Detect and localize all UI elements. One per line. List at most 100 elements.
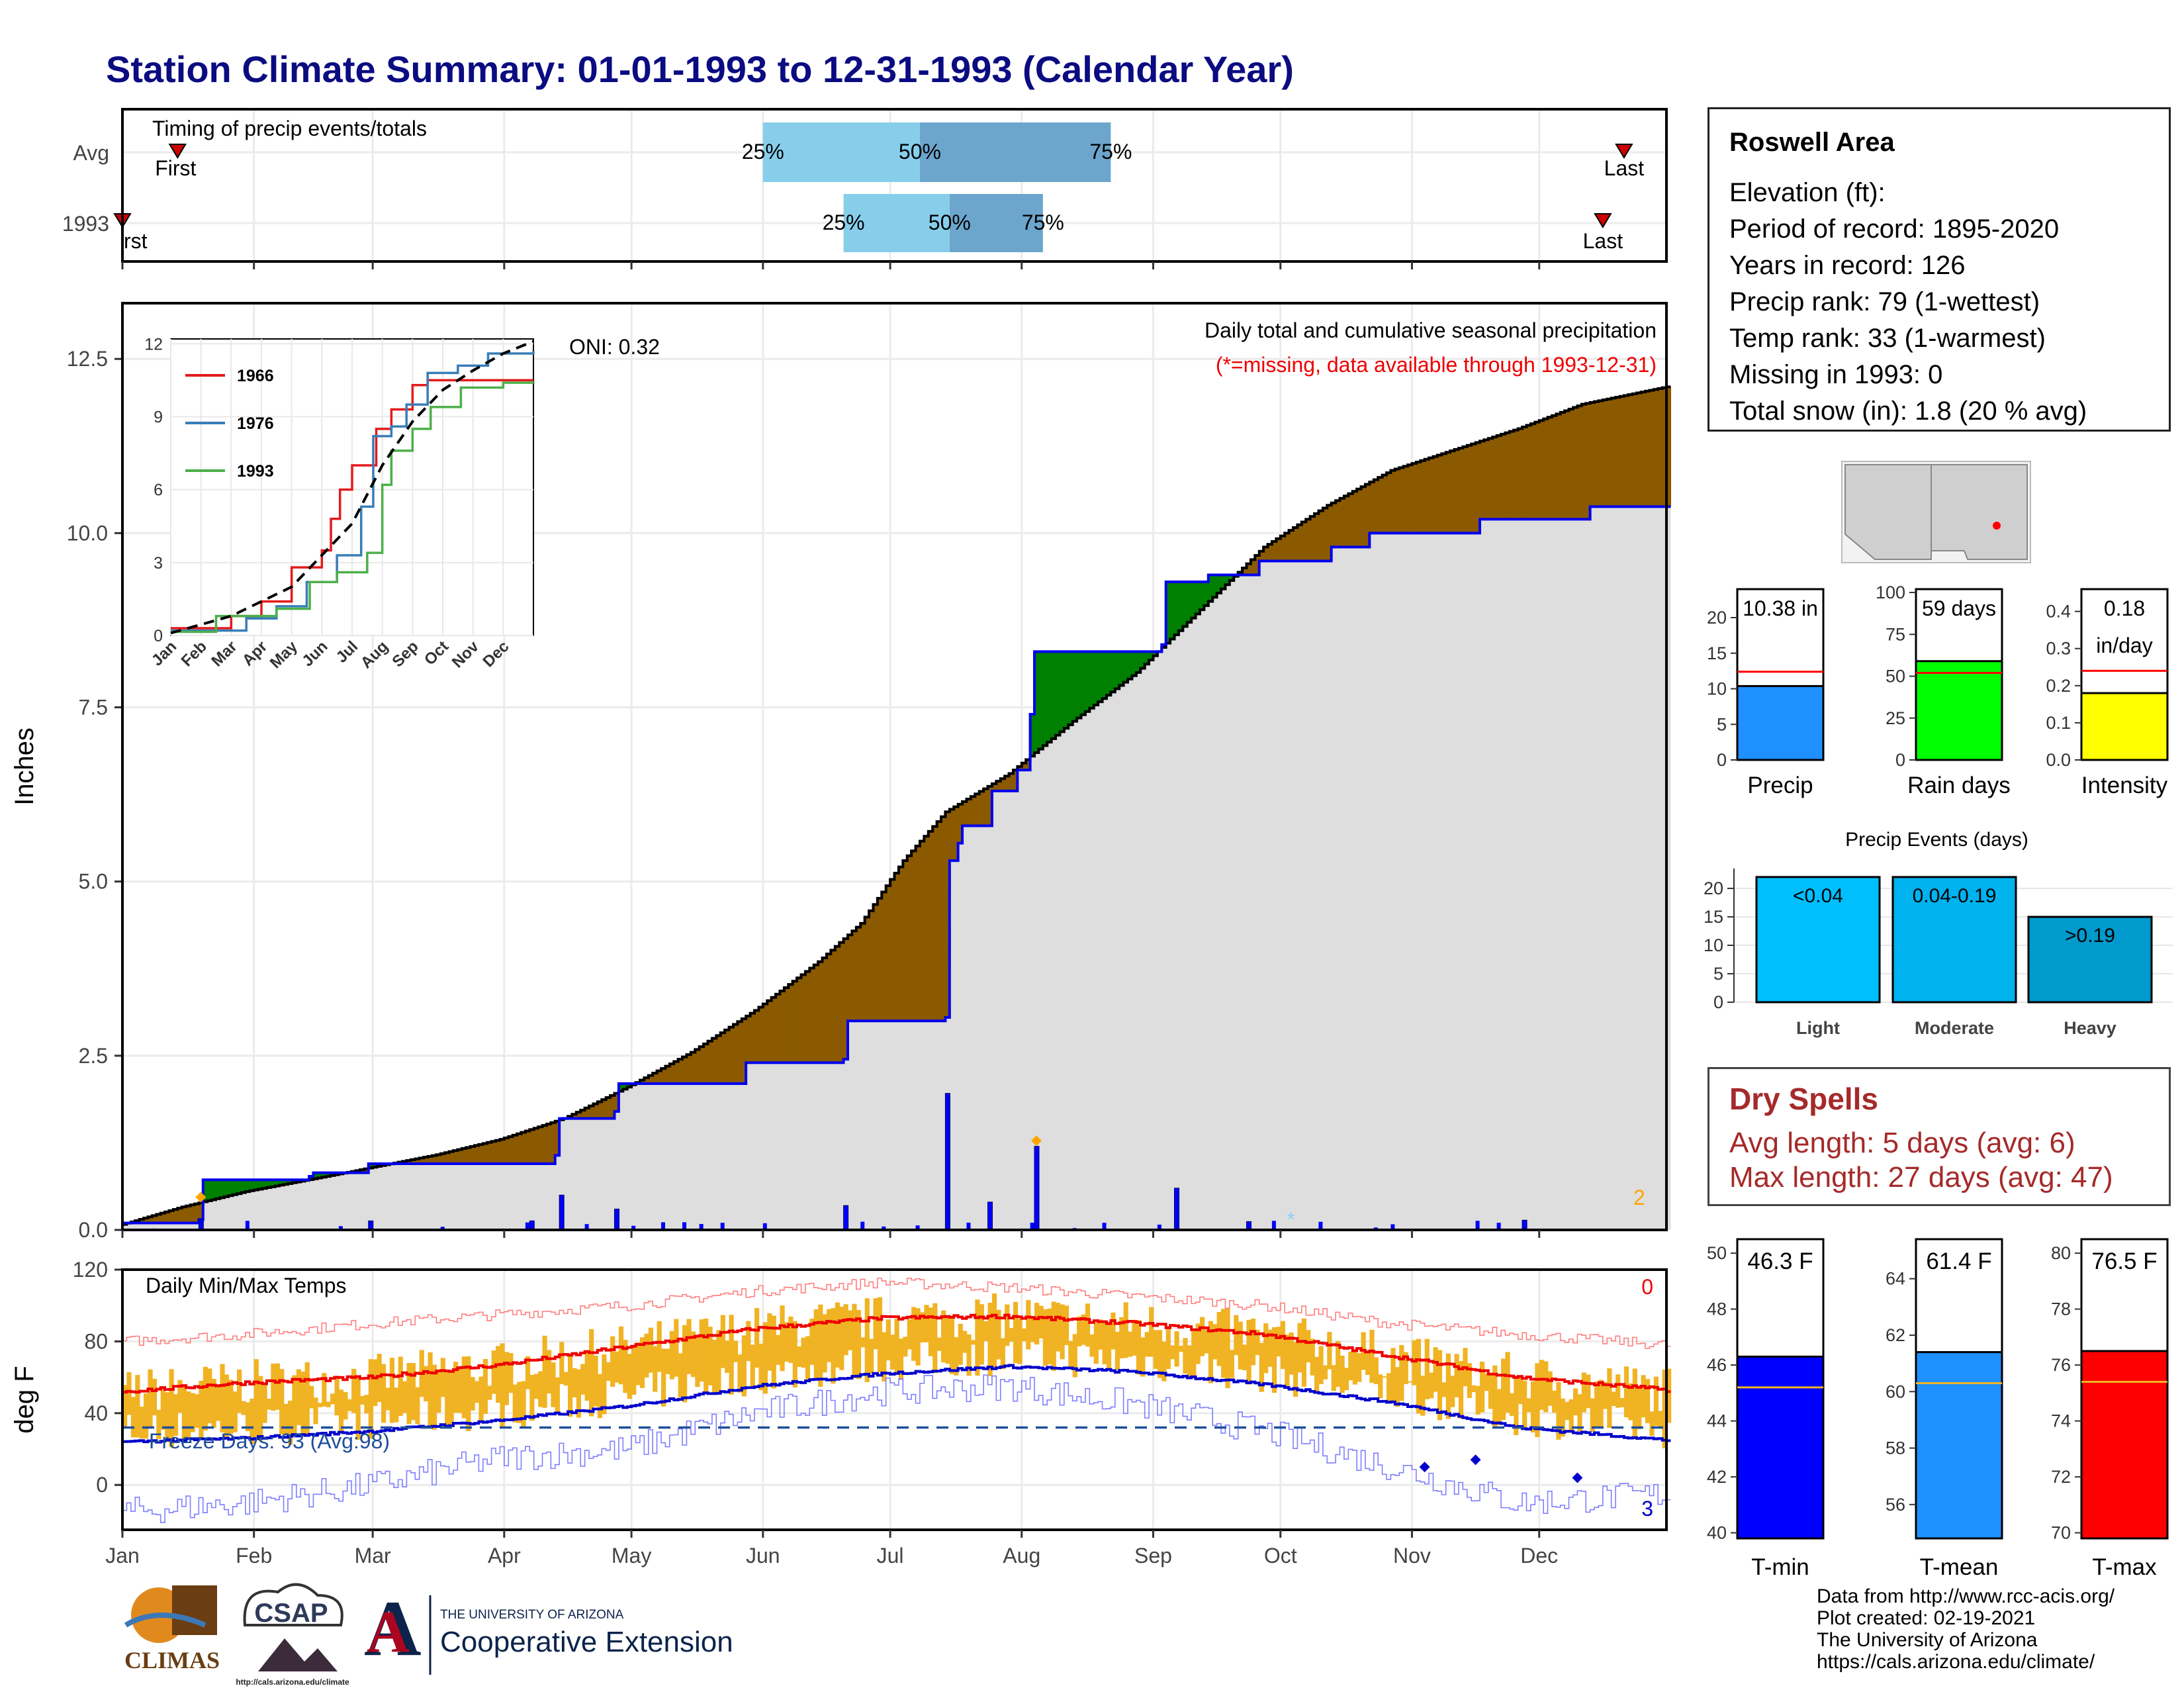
daily-temp-range bbox=[801, 1337, 806, 1368]
below-normal-fill bbox=[1488, 438, 1493, 520]
daily-temp-range bbox=[924, 1305, 929, 1342]
daily-temp-range bbox=[1641, 1375, 1646, 1418]
daily-temp-range bbox=[1038, 1305, 1044, 1338]
daily-precip-bar bbox=[944, 1093, 950, 1231]
timing-pct-label: 50% bbox=[929, 211, 971, 234]
below-normal-fill bbox=[1433, 456, 1438, 534]
below-normal-fill bbox=[1484, 440, 1489, 520]
daily-temp-range bbox=[767, 1313, 772, 1371]
below-normal-fill bbox=[674, 1061, 679, 1084]
below-normal-fill bbox=[1403, 466, 1408, 534]
event-bar-light bbox=[1755, 876, 1881, 1004]
mini-ytick-label: 0.4 bbox=[2046, 602, 2071, 622]
below-normal-fill bbox=[1336, 500, 1341, 547]
daily-temp-range bbox=[1594, 1382, 1600, 1427]
above-normal-fill bbox=[322, 1172, 327, 1178]
mini-ytick-label: 10 bbox=[1707, 679, 1727, 699]
mini-value-label: 0.18 bbox=[2104, 596, 2145, 620]
mini-ytick-label: 50 bbox=[1886, 667, 1905, 686]
daily-precip-bar bbox=[915, 1225, 920, 1230]
daily-precip-bar bbox=[682, 1222, 687, 1230]
below-normal-fill bbox=[1581, 404, 1586, 520]
below-normal-fill bbox=[610, 1095, 615, 1119]
event-category-label: Moderate bbox=[1915, 1018, 1994, 1038]
temp-bar-ytick-label: 70 bbox=[2051, 1523, 2071, 1543]
daily-temp-range bbox=[1216, 1312, 1222, 1366]
daily-temp-range bbox=[1093, 1323, 1099, 1364]
temp-ytick-label: 0 bbox=[96, 1473, 108, 1497]
daily-temp-range bbox=[1343, 1368, 1349, 1391]
below-normal-fill bbox=[491, 1141, 496, 1164]
daily-temp-range bbox=[813, 1309, 819, 1380]
below-normal-fill bbox=[660, 1068, 666, 1084]
daily-temp-range bbox=[894, 1319, 899, 1374]
above-normal-fill bbox=[1199, 582, 1205, 610]
above-normal-fill bbox=[228, 1180, 234, 1196]
event-bar-label: <0.04 bbox=[1793, 885, 1843, 907]
above-normal-fill bbox=[1115, 651, 1120, 689]
chart-title: Station Climate Summary: 01-01-1993 to 1… bbox=[106, 48, 1294, 90]
below-normal-fill bbox=[1577, 406, 1582, 520]
below-normal-fill bbox=[1369, 482, 1375, 534]
below-normal-fill bbox=[1340, 498, 1345, 547]
below-normal-fill bbox=[962, 801, 968, 826]
timing-bar-q1 bbox=[843, 194, 950, 252]
daily-temp-range bbox=[678, 1353, 683, 1398]
daily-temp-range bbox=[1569, 1399, 1574, 1432]
daily-temp-range bbox=[1314, 1356, 1320, 1391]
daily-temp-range bbox=[657, 1321, 662, 1372]
daily-temp-range bbox=[1408, 1381, 1413, 1383]
daily-temp-range bbox=[1488, 1374, 1494, 1409]
above-normal-fill bbox=[271, 1180, 276, 1187]
daily-temp-range bbox=[1208, 1321, 1214, 1383]
daily-temp-range bbox=[1106, 1321, 1112, 1370]
below-normal-fill bbox=[847, 935, 853, 1021]
precip-ylabel: Inches bbox=[10, 727, 39, 806]
daily-temp-range bbox=[1530, 1381, 1536, 1432]
daily-temp-range bbox=[1221, 1309, 1226, 1378]
below-normal-fill bbox=[1357, 489, 1362, 547]
below-normal-fill bbox=[1378, 477, 1383, 534]
below-normal-fill bbox=[826, 954, 831, 1063]
above-normal-fill bbox=[292, 1180, 297, 1183]
mini-value-label: 59 days bbox=[1922, 596, 1996, 620]
timing-bar-q2 bbox=[919, 122, 1111, 182]
below-normal-fill bbox=[686, 1055, 692, 1084]
station-location-dot bbox=[1993, 522, 2001, 530]
csap-url: http://cals.arizona.edu/climate bbox=[236, 1677, 349, 1687]
timing-pct-label: 75% bbox=[1089, 140, 1132, 164]
below-normal-fill bbox=[533, 1128, 539, 1164]
timing-pct-label: 25% bbox=[742, 140, 784, 164]
daily-temp-range bbox=[1437, 1350, 1443, 1421]
below-normal-fill bbox=[1586, 403, 1591, 520]
timing-row-label: Avg bbox=[73, 141, 109, 165]
below-normal-fill bbox=[648, 1075, 653, 1084]
below-normal-fill bbox=[975, 794, 980, 826]
below-normal-fill bbox=[419, 1158, 424, 1164]
temp-bar-ytick-label: 58 bbox=[1886, 1438, 1905, 1458]
mini-ytick-label: 0.3 bbox=[2046, 639, 2071, 659]
daily-temp-range bbox=[725, 1340, 730, 1373]
inset-legend-label: 1993 bbox=[237, 462, 274, 481]
below-normal-fill bbox=[457, 1149, 463, 1164]
daily-precip-bar bbox=[882, 1226, 886, 1230]
daily-temp-range bbox=[317, 1403, 323, 1407]
timing-bar-q1 bbox=[762, 122, 920, 182]
daily-temp-range bbox=[1178, 1345, 1184, 1352]
below-normal-fill bbox=[1285, 533, 1290, 561]
daily-temp-range bbox=[1183, 1338, 1188, 1374]
mini-category-label: Rain days bbox=[1907, 773, 2011, 798]
below-normal-fill bbox=[584, 1107, 590, 1119]
daily-temp-range bbox=[597, 1374, 603, 1419]
below-normal-fill bbox=[1547, 417, 1553, 520]
below-normal-fill bbox=[1301, 522, 1306, 561]
daily-temp-range bbox=[1551, 1390, 1557, 1413]
below-normal-fill bbox=[1352, 491, 1357, 547]
daily-precip-bar bbox=[699, 1224, 704, 1230]
daily-temp-range bbox=[355, 1378, 361, 1440]
daily-temp-range bbox=[338, 1389, 344, 1434]
above-normal-fill bbox=[1111, 651, 1116, 692]
daily-temp-range bbox=[449, 1372, 454, 1427]
daily-temp-range bbox=[839, 1306, 844, 1370]
temp-bar-ytick-label: 48 bbox=[1707, 1299, 1727, 1319]
